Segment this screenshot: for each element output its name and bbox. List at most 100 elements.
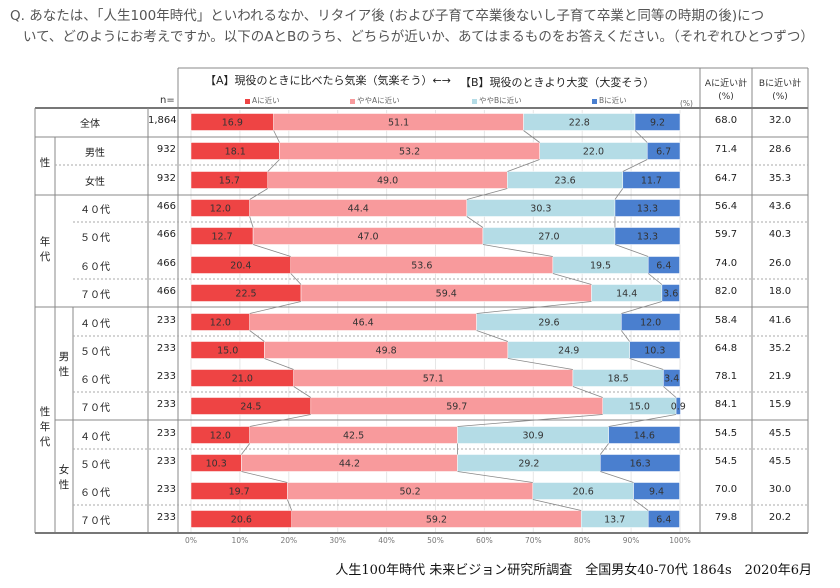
- connector-line: [249, 301, 302, 314]
- bar-value-label: 3.4: [664, 374, 679, 385]
- row-n: 233: [156, 315, 176, 326]
- connector-line: [634, 130, 648, 143]
- bar-value-label: 16.3: [630, 459, 651, 470]
- bar-segment-b: [614, 227, 681, 245]
- x-tick-label: 50%: [427, 536, 444, 545]
- row-b-total: 41.6: [768, 315, 792, 326]
- row-b-total: 43.6: [768, 201, 792, 212]
- bar-value-label: 14.6: [634, 431, 655, 442]
- row-label: ７０代: [80, 403, 110, 414]
- row-a-total: 56.4: [714, 201, 738, 212]
- connector-line: [293, 386, 312, 398]
- bar-segment-b: [608, 426, 681, 444]
- bar-value-label: 15.7: [219, 176, 240, 187]
- connector-line: [663, 386, 677, 398]
- bar-value-label: 22.5: [235, 289, 256, 300]
- bar-value-label: 53.6: [411, 261, 432, 272]
- bar-value-label: 15.0: [629, 402, 650, 413]
- bar-value-label: 3.6: [663, 289, 678, 300]
- row-n: 233: [156, 399, 176, 410]
- row-b-total: 35.2: [768, 343, 792, 354]
- bar-segment-b: [633, 482, 680, 500]
- connector-line: [572, 386, 603, 398]
- connector-line: [621, 301, 663, 314]
- bar-value-label: 20.6: [573, 487, 594, 498]
- x-tick-label: 90%: [622, 536, 640, 545]
- bar-value-label: 42.5: [343, 431, 364, 442]
- connector-line: [249, 414, 311, 427]
- row-b-total: 45.5: [768, 456, 792, 467]
- row-n: 932: [156, 144, 176, 155]
- bar-value-label: 51.1: [388, 118, 409, 129]
- connector-line: [286, 499, 293, 511]
- bar-segment-b: [646, 142, 681, 160]
- connector-line: [249, 188, 268, 200]
- row-n: 233: [156, 456, 176, 467]
- legend-label: Aに近い: [252, 96, 280, 105]
- bar-value-label: 6.4: [656, 261, 671, 272]
- row-a-total: 71.4: [714, 144, 738, 155]
- legend-swatch: [472, 98, 477, 104]
- connector-line: [457, 471, 533, 483]
- row-n: 1,864: [148, 115, 177, 126]
- connector-line: [466, 188, 508, 200]
- bar-value-label: 12.0: [210, 431, 231, 442]
- row-label: ６０代: [80, 375, 110, 386]
- b-total-header: Bに近い計 (%): [754, 78, 806, 104]
- connector-line: [599, 443, 609, 455]
- row-a-total: 78.1: [714, 371, 738, 382]
- row-label: ７０代: [80, 290, 110, 301]
- row-n: 233: [156, 343, 176, 354]
- question-line-2: いて、どのようにお考えですか。以下のAとBのうち、どちらが近いか、あてはまるもの…: [23, 29, 814, 45]
- row-a-total: 68.0: [714, 115, 738, 126]
- row-a-total: 58.4: [714, 315, 738, 326]
- bar-value-label: 13.7: [604, 515, 625, 526]
- question-text: Q. あなたは、「人生100年時代」といわれるなか、リタイア後 (および子育て卒…: [10, 6, 830, 48]
- bar-value-label: 30.3: [530, 204, 551, 215]
- bar-value-label: 11.7: [641, 176, 662, 187]
- bar-value-label: 0.9: [671, 402, 686, 413]
- bar-segment-b: [647, 256, 680, 274]
- legend-item-slightly-b: ややBに近い: [472, 95, 522, 106]
- bar-value-label: 12.0: [640, 318, 661, 329]
- bar-value-label: 59.2: [426, 515, 447, 526]
- a-total-unit: (%): [718, 92, 734, 102]
- row-a-total: 79.8: [714, 512, 738, 523]
- bar-value-label: 16.9: [222, 118, 243, 129]
- row-label: ７０代: [80, 516, 110, 527]
- n-label: n=: [160, 95, 175, 106]
- connector-line: [622, 159, 648, 172]
- x-tick-label: 10%: [231, 536, 249, 545]
- row-label: ６０代: [80, 262, 110, 273]
- bar-value-label: 24.9: [558, 346, 579, 357]
- b-total-unit: (%): [772, 92, 788, 102]
- row-n: 466: [156, 201, 176, 212]
- row-label: ５０代: [80, 460, 110, 471]
- row-label: 女性: [85, 177, 105, 188]
- x-tick-label: 30%: [329, 536, 347, 545]
- row-label: 男性: [85, 148, 105, 159]
- connector-line: [252, 244, 291, 257]
- b-total-title: Bに近い計: [758, 79, 802, 89]
- bar-value-label: 22.0: [583, 147, 604, 158]
- row-a-total: 64.7: [714, 173, 738, 184]
- connector-line: [633, 499, 649, 511]
- bar-value-label: 12.0: [210, 204, 231, 215]
- row-b-total: 20.2: [768, 512, 792, 523]
- bar-segment-b: [600, 454, 681, 472]
- group-gender: 性: [39, 157, 51, 169]
- row-n: 932: [156, 173, 176, 184]
- x-tick-label: 20%: [280, 536, 298, 545]
- connector-line: [482, 244, 553, 257]
- row-label: ５０代: [80, 347, 110, 358]
- row-label: ６０代: [80, 488, 110, 499]
- subgroup-male: 男性: [58, 351, 70, 378]
- legend-item-b: Bに近い: [592, 95, 627, 106]
- row-b-total: 45.5: [768, 428, 792, 439]
- row-a-total: 54.5: [714, 456, 738, 467]
- bar-value-label: 57.1: [423, 374, 444, 385]
- x-tick-label: 80%: [573, 536, 591, 545]
- row-b-total: 15.9: [768, 399, 792, 410]
- row-b-total: 30.0: [768, 484, 792, 495]
